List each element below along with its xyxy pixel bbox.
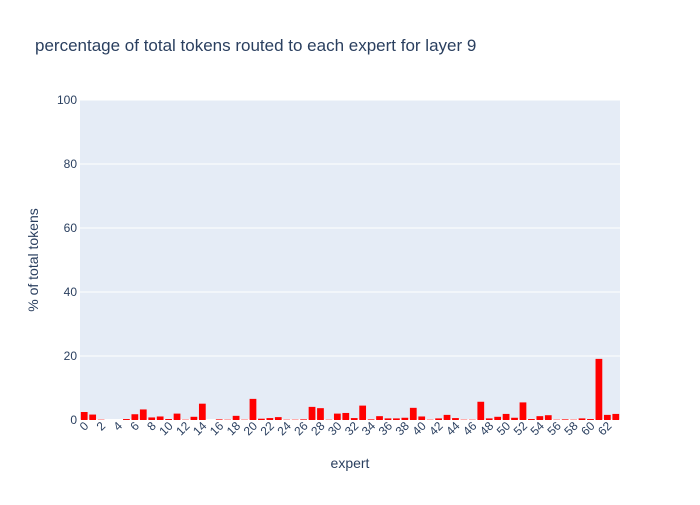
bar-expert-30[interactable] xyxy=(334,414,341,420)
bar-expert-52[interactable] xyxy=(520,402,527,420)
plot-area xyxy=(80,100,620,420)
bar-expert-47[interactable] xyxy=(477,402,484,420)
bar-expert-35[interactable] xyxy=(376,416,383,420)
bar-expert-53[interactable] xyxy=(528,419,535,420)
bar-expert-49[interactable] xyxy=(494,417,501,420)
bar-expert-6[interactable] xyxy=(131,414,138,420)
bar-expert-7[interactable] xyxy=(140,409,147,420)
bar-expert-20[interactable] xyxy=(250,399,257,420)
bar-expert-1[interactable] xyxy=(89,415,96,420)
chart-title: percentage of total tokens routed to eac… xyxy=(35,36,476,55)
bar-expert-62[interactable] xyxy=(604,415,611,420)
bar-expert-23[interactable] xyxy=(275,417,282,420)
y-tick-label: 20 xyxy=(64,349,78,363)
bar-expert-18[interactable] xyxy=(233,416,240,420)
bar-expert-13[interactable] xyxy=(191,417,198,420)
bar-expert-11[interactable] xyxy=(174,414,181,420)
bar-expert-59[interactable] xyxy=(579,418,586,420)
bar-expert-5[interactable] xyxy=(123,419,130,420)
y-tick-label: 0 xyxy=(70,413,77,427)
bar-expert-28[interactable] xyxy=(317,408,324,420)
bar-expert-61[interactable] xyxy=(596,359,603,420)
bar-expert-21[interactable] xyxy=(258,419,265,420)
bar-expert-9[interactable] xyxy=(157,416,164,420)
bar-expert-63[interactable] xyxy=(612,414,619,420)
bar-expert-33[interactable] xyxy=(359,406,366,420)
x-axis-title: expert xyxy=(331,455,370,471)
bar-expert-57[interactable] xyxy=(562,419,569,420)
y-tick-label: 40 xyxy=(64,285,78,299)
y-tick-label: 100 xyxy=(57,93,77,107)
y-tick-label: 80 xyxy=(64,157,78,171)
bar-expert-0[interactable] xyxy=(81,412,88,420)
bar-expert-50[interactable] xyxy=(503,414,510,420)
y-axis-title: % of total tokens xyxy=(25,208,41,312)
bar-expert-55[interactable] xyxy=(545,415,552,420)
bar-expert-51[interactable] xyxy=(511,418,518,420)
bar-expert-31[interactable] xyxy=(342,413,349,420)
y-tick-label: 60 xyxy=(64,221,78,235)
bar-expert-37[interactable] xyxy=(393,418,400,420)
bar-expert-14[interactable] xyxy=(199,404,206,420)
bar-expert-39[interactable] xyxy=(410,408,417,420)
bar-expert-43[interactable] xyxy=(444,415,451,420)
bar-expert-27[interactable] xyxy=(309,407,316,420)
